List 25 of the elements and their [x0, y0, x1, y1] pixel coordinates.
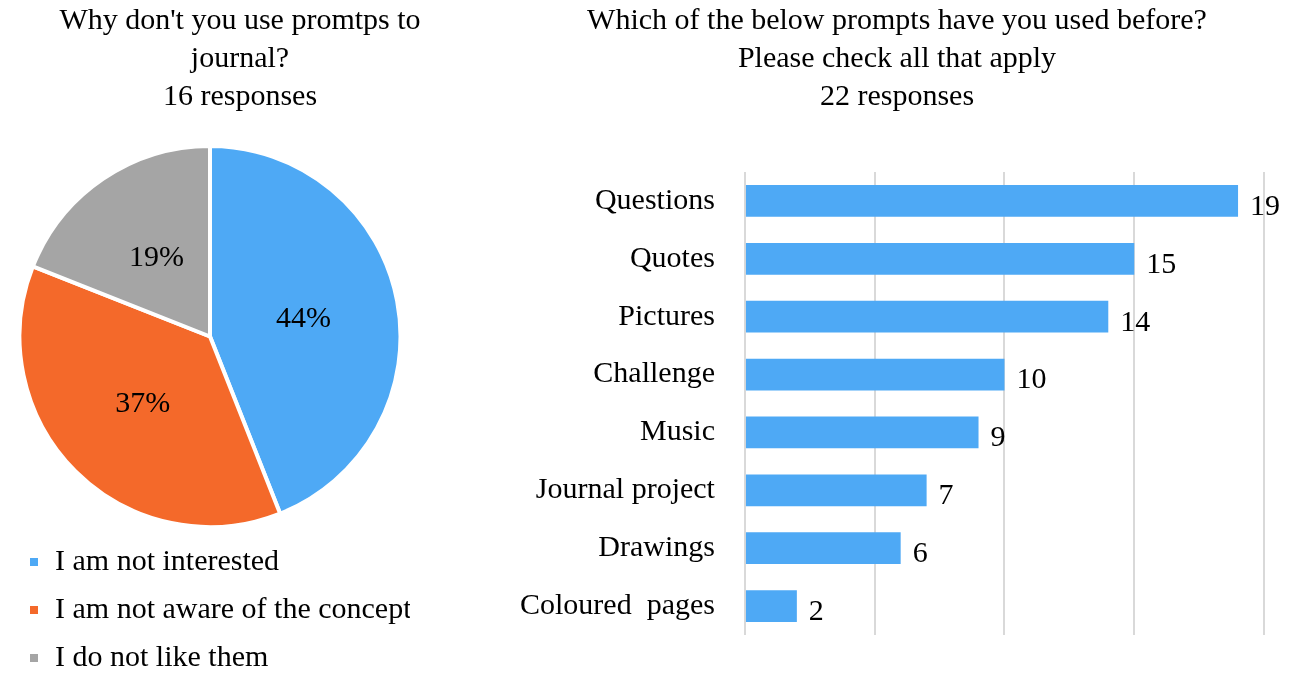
data-label: 2	[808, 592, 824, 626]
y-tick-label: Questions	[594, 181, 715, 215]
y-tick-label: Quotes	[629, 239, 715, 273]
chart-subtitle: 22 responses	[818, 77, 976, 113]
y-tick-label: Drawings	[598, 529, 715, 563]
data-label: 10	[1016, 361, 1047, 395]
y-tick-label: Pictures	[618, 297, 715, 331]
data-label: 19%	[128, 238, 184, 272]
data-label: 44%	[276, 299, 332, 333]
y-tick-label: Music	[639, 413, 715, 447]
chart-subtitle: 16 responses	[161, 77, 319, 113]
data-label: 7	[938, 477, 954, 511]
data-label: 14	[1120, 303, 1151, 337]
chart-title: Why don't you use promtps to journal?	[58, 1, 422, 75]
data-label: 9	[990, 419, 1006, 453]
y-tick-label: Coloured pages	[519, 586, 715, 620]
data-label: 6	[912, 535, 928, 569]
data-label: 19	[1250, 187, 1281, 221]
legend-label: I do not like them	[55, 638, 269, 672]
y-tick-label: Journal project	[535, 471, 716, 505]
data-label: 37%	[115, 384, 171, 418]
legend-label: I am not interested	[55, 542, 280, 576]
y-tick-label: Challenge	[593, 355, 715, 389]
data-label: 15	[1146, 245, 1177, 279]
chart-title: Which of the below prompts have you used before? Please check all that apply	[587, 1, 1207, 75]
